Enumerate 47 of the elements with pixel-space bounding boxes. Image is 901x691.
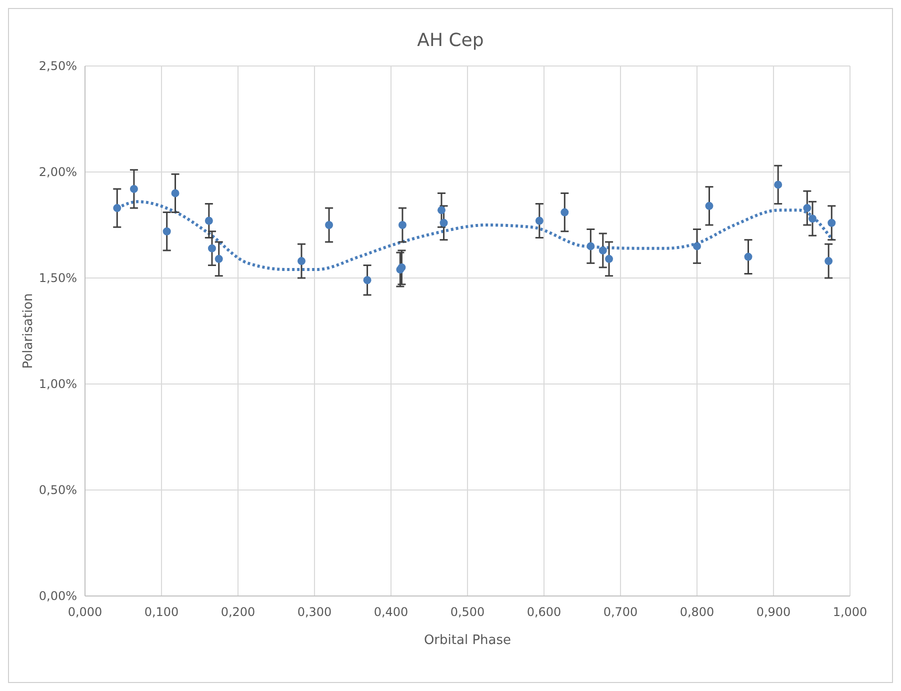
point (398, 263, 406, 272)
point (437, 206, 446, 214)
point (808, 214, 817, 223)
x-tick-label: 0,700 (603, 605, 638, 619)
point (204, 216, 213, 225)
point (398, 221, 406, 229)
point (208, 244, 216, 252)
x-tick-label: 0,800 (680, 605, 714, 619)
x-tick-label: 0,400 (374, 605, 408, 619)
point (705, 202, 714, 210)
point (440, 218, 448, 227)
y-tick-label: 0,50% (38, 483, 77, 497)
point (560, 208, 569, 216)
y-tick-label: 1,50% (38, 271, 77, 285)
point (325, 221, 334, 229)
point (297, 257, 306, 266)
x-tick-label: 1,000 (832, 605, 868, 619)
x-tick-label: 0,500 (450, 605, 485, 619)
point (744, 252, 752, 261)
x-tick-label: 0,200 (220, 605, 256, 619)
chart-title: AH Cep (417, 30, 484, 51)
x-tick-label: 0,000 (68, 605, 102, 619)
point (535, 216, 544, 225)
point (828, 218, 836, 227)
point (803, 204, 812, 212)
point (214, 254, 223, 263)
point (162, 227, 171, 236)
y-tick-label: 2,00% (38, 165, 77, 179)
point (824, 257, 833, 266)
x-tick-label: 0,100 (144, 605, 179, 619)
point (586, 242, 595, 250)
x-tick-label: 0,300 (297, 605, 332, 619)
point (363, 276, 372, 284)
point (598, 246, 607, 254)
point (605, 254, 614, 263)
y-axis-title: Polarisation (21, 293, 36, 369)
y-tick-label: 0,00% (38, 589, 77, 603)
point (693, 242, 701, 250)
point (130, 184, 138, 193)
x-tick-label: 0,900 (756, 605, 791, 619)
point (774, 180, 782, 189)
x-axis-title: Orbital Phase (424, 633, 512, 648)
y-tick-label: 1,00% (38, 377, 77, 391)
point (113, 204, 122, 212)
y-tick-label: 2,50% (38, 59, 77, 73)
point (171, 189, 180, 198)
x-tick-label: 0,600 (526, 605, 562, 619)
